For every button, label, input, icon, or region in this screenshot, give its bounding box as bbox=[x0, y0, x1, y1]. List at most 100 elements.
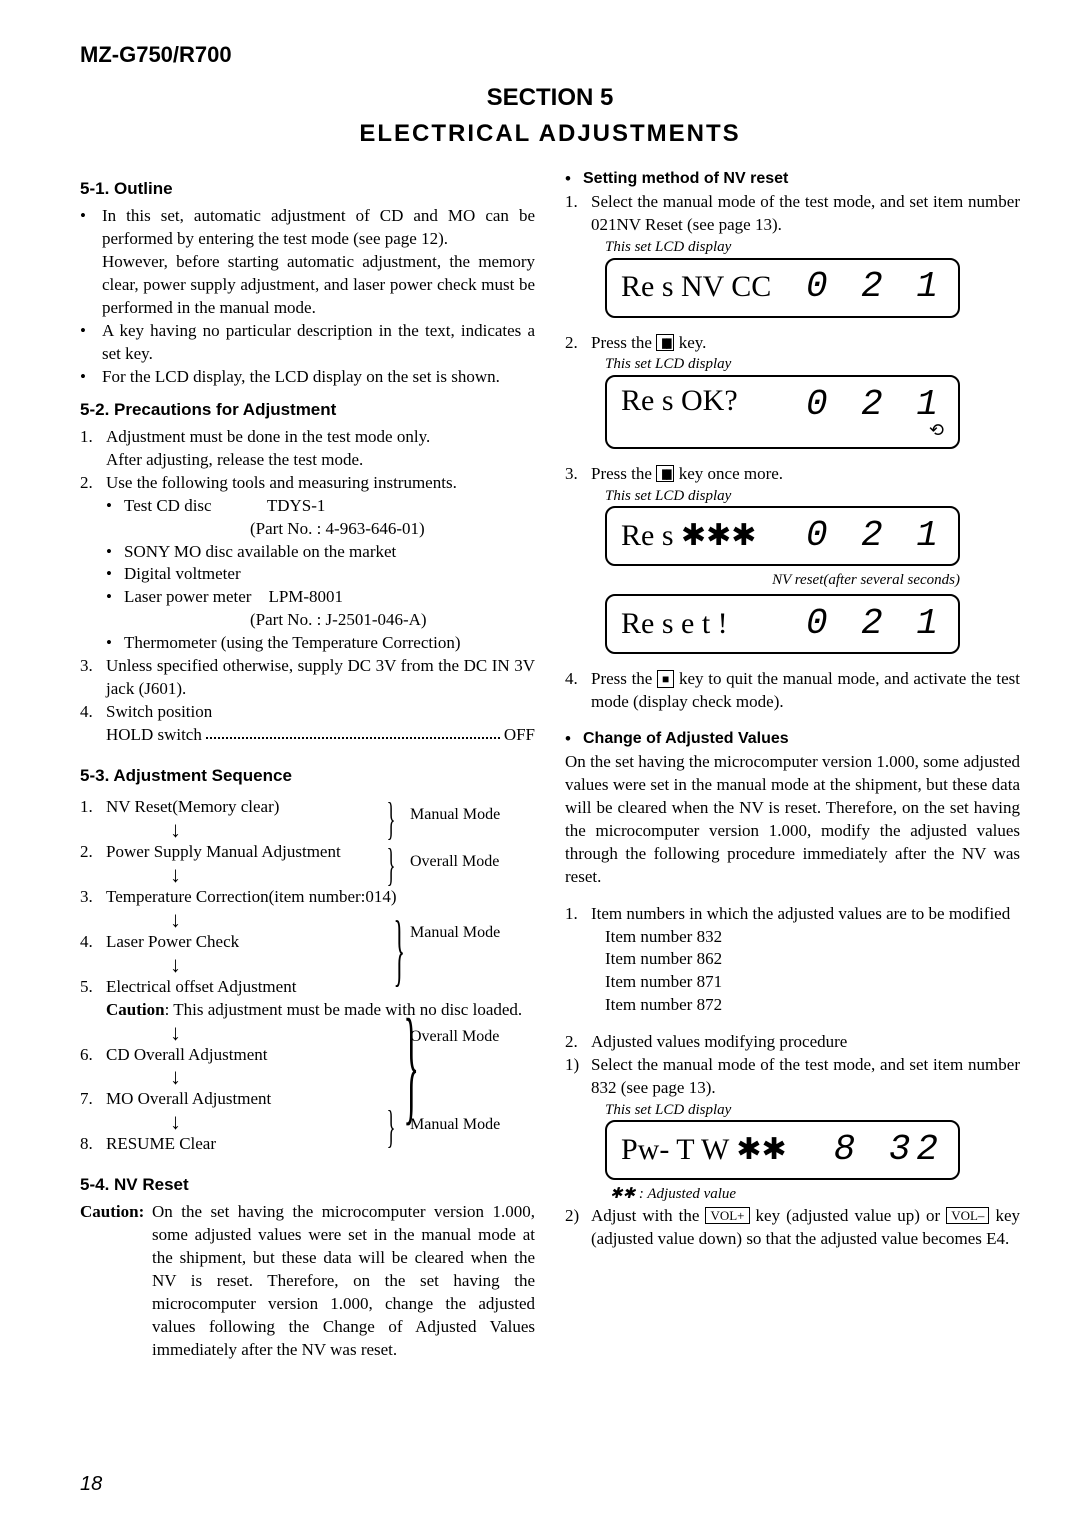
nv-reset-note: NV reset(after several seconds) bbox=[565, 570, 960, 590]
bullet: • bbox=[106, 632, 124, 655]
brace-icon: } bbox=[387, 834, 396, 896]
bullet: • bbox=[106, 563, 124, 586]
tool-2: SONY MO disc available on the market bbox=[124, 541, 535, 564]
item-871: Item number 871 bbox=[565, 971, 1020, 994]
pause-key-icon: ▮▮ bbox=[656, 334, 674, 352]
left-column: 5-1. Outline •In this set, automatic adj… bbox=[80, 168, 535, 1361]
change-2-2: Adjust with the VOL+ key (adjusted value… bbox=[591, 1205, 1020, 1251]
bullet: • bbox=[565, 728, 583, 751]
item-862: Item number 862 bbox=[565, 948, 1020, 971]
seq-3: Temperature Correction(item number:014) bbox=[106, 886, 535, 909]
list-num: 3. bbox=[80, 655, 106, 701]
bullet: • bbox=[80, 366, 102, 389]
heading-5-1: 5-1. Outline bbox=[80, 178, 535, 201]
list-num: 2) bbox=[565, 1205, 591, 1251]
nv-step-3: Press the ▮▮ key once more. bbox=[591, 463, 1020, 486]
lcd-display-3b: Re s e t !0 2 1 bbox=[605, 594, 960, 654]
adjusted-value-footnote: ✱✱ : Adjusted value bbox=[565, 1184, 1020, 1204]
lcd-caption: This set LCD display bbox=[565, 354, 1020, 374]
list-num: 3. bbox=[565, 463, 591, 486]
list-num: 1. bbox=[80, 426, 106, 449]
hold-label: HOLD switch bbox=[106, 724, 202, 747]
pause-key-icon: ▮▮ bbox=[656, 465, 674, 483]
mode-label: Overall Mode bbox=[410, 1026, 499, 1048]
seq-5: Electrical offset Adjustment bbox=[106, 976, 535, 999]
mode-label: Manual Mode bbox=[410, 1114, 500, 1136]
change-step-2: Adjusted values modifying procedure bbox=[591, 1031, 1020, 1054]
bullet: • bbox=[80, 320, 102, 366]
list-num: 1) bbox=[565, 1054, 591, 1100]
precaution-4: Switch position bbox=[106, 701, 535, 724]
precaution-1b: After adjusting, release the test mode. bbox=[106, 449, 535, 472]
mode-label: Manual Mode bbox=[410, 804, 500, 826]
tool-5: Thermometer (using the Temperature Corre… bbox=[124, 632, 535, 655]
list-num: 4. bbox=[80, 701, 106, 724]
model-number: MZ-G750/R700 bbox=[80, 40, 1020, 70]
heading-5-2: 5-2. Precautions for Adjustment bbox=[80, 399, 535, 422]
brace-icon: } bbox=[387, 1096, 396, 1158]
list-num: 2. bbox=[565, 332, 591, 355]
section-number: SECTION 5 bbox=[80, 82, 1020, 114]
list-num: 2. bbox=[565, 1031, 591, 1054]
bullet: • bbox=[80, 205, 102, 251]
nv-caution-label: Caution: bbox=[80, 1201, 152, 1362]
stop-key-icon: ■ bbox=[657, 670, 674, 688]
repeat-icon: ⟲ bbox=[929, 418, 944, 442]
page-number: 18 bbox=[80, 1471, 102, 1498]
dotted-leader bbox=[206, 724, 500, 739]
nv-step-2: Press the ▮▮ key. bbox=[591, 332, 1020, 355]
lcd-display-4: Pw- T W ✱✱8 32 bbox=[605, 1120, 960, 1180]
caution-label: Caution bbox=[106, 1000, 165, 1019]
tool-1: Test CD disc TDYS-1 bbox=[124, 495, 535, 518]
mode-label: Manual Mode bbox=[410, 922, 500, 944]
hold-value: OFF bbox=[504, 724, 535, 747]
outline-p1b: However, before starting automatic adjus… bbox=[102, 251, 535, 320]
nv-step-1: Select the manual mode of the test mode,… bbox=[591, 191, 1020, 237]
lcd-caption: This set LCD display bbox=[565, 237, 1020, 257]
right-column: •Setting method of NV reset 1.Select the… bbox=[565, 168, 1020, 1361]
outline-p2: A key having no particular description i… bbox=[102, 320, 535, 366]
item-872: Item number 872 bbox=[565, 994, 1020, 1017]
lcd-display-1: Re s NV CC0 2 1 bbox=[605, 258, 960, 318]
seq-8: RESUME Clear bbox=[106, 1133, 535, 1156]
precaution-3: Unless specified otherwise, supply DC 3V… bbox=[106, 655, 535, 701]
nv-caution-text: On the set having the microcomputer vers… bbox=[152, 1201, 535, 1362]
seq-7: MO Overall Adjustment bbox=[106, 1088, 535, 1111]
change-2-1: Select the manual mode of the test mode,… bbox=[591, 1054, 1020, 1100]
outline-p1: In this set, automatic adjustment of CD … bbox=[102, 205, 535, 251]
outline-p3: For the LCD display, the LCD display on … bbox=[102, 366, 535, 389]
heading-5-4: 5-4. NV Reset bbox=[80, 1174, 535, 1197]
tool-4-partno: (Part No. : J-2501-046-A) bbox=[80, 609, 535, 632]
list-num: 1. bbox=[565, 903, 591, 926]
list-num: 1. bbox=[565, 191, 591, 237]
down-arrow-icon: ↓ bbox=[80, 1066, 535, 1088]
change-values-para: On the set having the microcomputer vers… bbox=[565, 751, 1020, 889]
bullet: • bbox=[106, 586, 124, 609]
bullet: • bbox=[565, 168, 583, 191]
precaution-1: Adjustment must be done in the test mode… bbox=[106, 426, 535, 449]
item-832: Item number 832 bbox=[565, 926, 1020, 949]
section-title: ELECTRICAL ADJUSTMENTS bbox=[80, 118, 1020, 150]
tool-3: Digital voltmeter bbox=[124, 563, 535, 586]
lcd-caption: This set LCD display bbox=[565, 486, 1020, 506]
tool-1-partno: (Part No. : 4-963-646-01) bbox=[80, 518, 535, 541]
vol-minus-key: VOL– bbox=[946, 1207, 989, 1225]
mode-label: Overall Mode bbox=[410, 851, 499, 873]
list-num: 4. bbox=[565, 668, 591, 714]
tool-4: Laser power meter LPM-8001 bbox=[124, 586, 535, 609]
adjustment-sequence: 1.NV Reset(Memory clear) ↓ 2.Power Suppl… bbox=[80, 796, 535, 1156]
list-num: 2. bbox=[80, 472, 106, 495]
lcd-caption: This set LCD display bbox=[565, 1100, 1020, 1120]
vol-plus-key: VOL+ bbox=[705, 1207, 749, 1225]
bullet: • bbox=[106, 495, 124, 518]
nv-step-4: Press the ■ key to quit the manual mode,… bbox=[591, 668, 1020, 714]
heading-change-values: Change of Adjusted Values bbox=[583, 728, 789, 751]
lcd-display-2: Re s OK?0 2 1 ⟲ bbox=[605, 375, 960, 449]
change-step-1: Item numbers in which the adjusted value… bbox=[591, 903, 1020, 926]
bullet: • bbox=[106, 541, 124, 564]
precaution-2: Use the following tools and measuring in… bbox=[106, 472, 535, 495]
down-arrow-icon: ↓ bbox=[80, 954, 535, 976]
heading-nv-setting: Setting method of NV reset bbox=[583, 168, 788, 191]
seq-caution: : This adjustment must be made with no d… bbox=[165, 1000, 523, 1019]
heading-5-3: 5-3. Adjustment Sequence bbox=[80, 765, 535, 788]
